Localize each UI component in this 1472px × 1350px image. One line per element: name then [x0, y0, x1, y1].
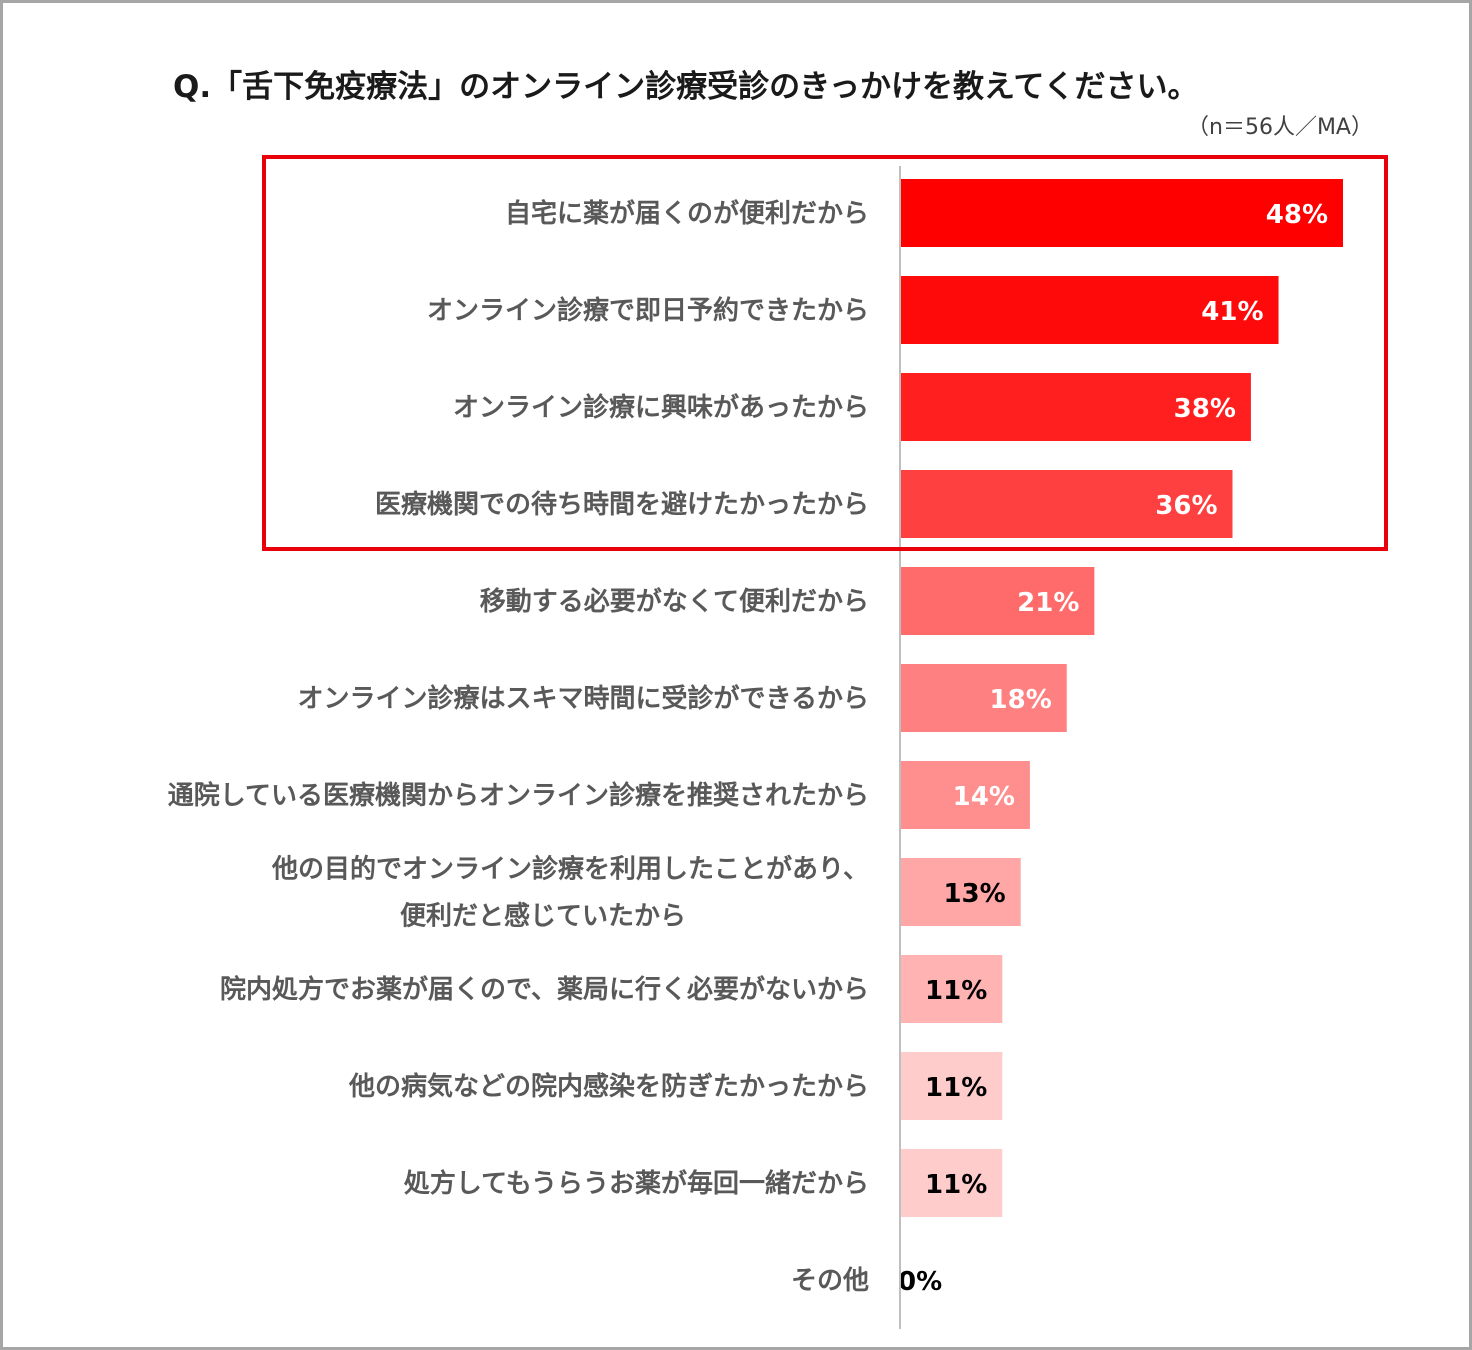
- value-label: 11%: [925, 1073, 987, 1103]
- value-label: 41%: [1201, 297, 1263, 327]
- value-label: 11%: [925, 976, 987, 1006]
- bar-7: [901, 858, 1021, 926]
- value-label: 48%: [1266, 200, 1328, 230]
- category-label: オンライン診療に興味があったから: [453, 392, 869, 423]
- bar-10: [901, 1149, 1003, 1217]
- value-label: 38%: [1174, 394, 1236, 424]
- value-label: 13%: [943, 879, 1005, 909]
- category-label: 便利だと感じていたから: [400, 902, 686, 932]
- bar-0: [901, 179, 1343, 247]
- chart-title: Q.「舌下免疫療法」のオンライン診療受診のきっかけを教えてください。: [173, 69, 1199, 105]
- category-label: 移動する必要がなくて便利だから: [480, 586, 869, 617]
- value-label: 36%: [1155, 491, 1217, 521]
- category-label: 他の病気などの院内感染を防ぎたかったから: [348, 1071, 869, 1102]
- category-label: 処方してもうらうお薬が毎回一緒だから: [404, 1168, 869, 1199]
- value-label: 18%: [990, 685, 1052, 715]
- category-label: オンライン診療で即日予約できたから: [427, 295, 869, 326]
- category-label: 自宅に薬が届くのが便利だから: [505, 198, 869, 229]
- bar-2: [901, 373, 1251, 441]
- bar-6: [901, 761, 1030, 829]
- category-label: 医療機関での待ち時間を避けたかったから: [375, 489, 869, 520]
- bar-chart: 自宅に薬が届くのが便利だから 48% オンライン診療で即日予約できたから 41% オンラ…: [168, 155, 1388, 1329]
- bar-9: [901, 1052, 1003, 1120]
- category-label: 他の目的でオンライン診療を利用したことがあり、: [271, 854, 869, 885]
- category-label: 院内処方でお薬が届くので、薬局に行く必要がないから: [220, 974, 869, 1005]
- category-label: その他: [791, 1266, 869, 1296]
- bar-5: [901, 664, 1067, 732]
- bar-8: [901, 955, 1003, 1023]
- category-label: オンライン診療はスキマ時間に受診ができるから: [298, 683, 869, 714]
- value-label: 21%: [1017, 588, 1079, 618]
- value-label: 11%: [925, 1170, 987, 1200]
- value-label: 0%: [898, 1267, 942, 1297]
- bar-4: [901, 567, 1095, 635]
- sample-note: （n＝56人／MA）: [1187, 115, 1373, 140]
- highlight-box: [262, 155, 1388, 551]
- bar-3: [901, 470, 1233, 538]
- value-label: 14%: [953, 782, 1015, 812]
- category-label: 通院している医療機関からオンライン診療を推奨されたから: [168, 780, 869, 811]
- bar-1: [901, 276, 1279, 344]
